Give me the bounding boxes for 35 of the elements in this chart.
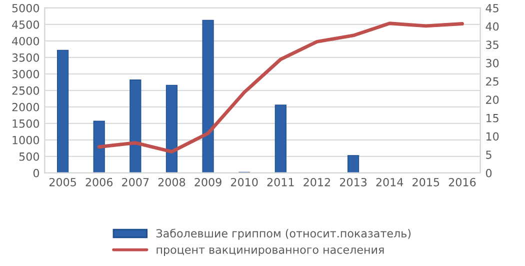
x-tick-label: 2014 — [376, 178, 404, 186]
y-tick-label: 4000 — [12, 36, 40, 46]
y2-tick-label: 10 — [486, 132, 499, 141]
x-tick-label: 2005 — [49, 178, 76, 186]
y-tick-label: 2500 — [12, 86, 40, 95]
y2-tick-label: 35 — [486, 40, 498, 50]
y-tick-label: 500 — [19, 152, 40, 161]
y2-tick-label: 40 — [486, 22, 499, 31]
y-tick-label: 3000 — [12, 70, 40, 78]
y-tick-label: 3500 — [12, 53, 40, 62]
x-tick-label: 2012 — [304, 178, 330, 186]
y2-tick-label: 30 — [486, 58, 499, 68]
y2-tick-label: 15 — [486, 114, 498, 122]
x-tick-label: 2015 — [412, 178, 440, 186]
y2-tick-label: 45 — [486, 4, 498, 12]
x-tick-label: 2008 — [158, 178, 186, 186]
x-tick-label: 2009 — [194, 178, 222, 186]
y2-tick-label: 5 — [486, 150, 492, 159]
legend-label: Заболевшие гриппом (относит.показатель) — [156, 228, 411, 240]
x-tick-label: 2013 — [340, 178, 367, 186]
x-tick-label: 2006 — [86, 178, 113, 186]
y-tick-label: 2000 — [12, 102, 40, 112]
y-tick-label: 4500 — [12, 20, 40, 29]
x-tick-label: 2007 — [122, 178, 149, 186]
y2-tick-label: 20 — [486, 96, 499, 104]
x-tick-label: 2010 — [231, 178, 258, 186]
y-tick-label: 1000 — [12, 136, 40, 144]
y-tick-label: 5000 — [12, 4, 40, 12]
y-tick-label: 0 — [33, 168, 40, 178]
x-tick-label: 2011 — [267, 178, 294, 186]
x-tick-label: 2016 — [448, 178, 476, 186]
y2-tick-label: 25 — [486, 77, 498, 86]
y2-tick-label: 0 — [486, 168, 492, 178]
y-tick-label: 1500 — [12, 119, 40, 128]
legend-label: процент вакцинированного населения — [156, 247, 384, 256]
